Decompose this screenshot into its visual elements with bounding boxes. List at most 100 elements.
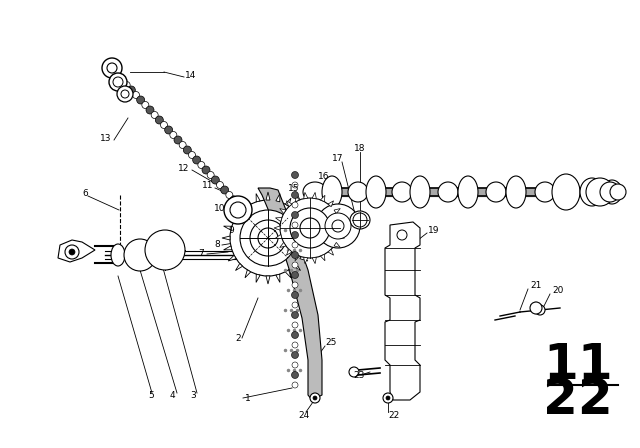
Polygon shape bbox=[295, 195, 300, 202]
Text: 17: 17 bbox=[332, 154, 344, 163]
Ellipse shape bbox=[506, 176, 526, 208]
Circle shape bbox=[290, 208, 330, 248]
Polygon shape bbox=[338, 234, 344, 238]
Circle shape bbox=[142, 102, 149, 108]
Circle shape bbox=[291, 232, 298, 238]
Circle shape bbox=[230, 202, 246, 218]
Circle shape bbox=[117, 86, 133, 102]
Text: 18: 18 bbox=[354, 143, 365, 152]
Circle shape bbox=[189, 151, 195, 159]
Polygon shape bbox=[274, 226, 280, 230]
Circle shape bbox=[193, 156, 201, 164]
Polygon shape bbox=[300, 255, 308, 261]
Polygon shape bbox=[334, 208, 340, 214]
Text: 22: 22 bbox=[388, 410, 399, 419]
Polygon shape bbox=[256, 194, 260, 202]
Polygon shape bbox=[236, 206, 243, 212]
Circle shape bbox=[292, 322, 298, 328]
Text: 12: 12 bbox=[178, 164, 189, 172]
Circle shape bbox=[239, 206, 247, 214]
Polygon shape bbox=[236, 263, 243, 271]
Circle shape bbox=[121, 90, 129, 98]
Circle shape bbox=[198, 161, 205, 168]
Circle shape bbox=[313, 396, 317, 400]
Circle shape bbox=[224, 196, 252, 224]
Polygon shape bbox=[223, 246, 232, 250]
Circle shape bbox=[258, 228, 278, 248]
Polygon shape bbox=[276, 274, 280, 282]
Polygon shape bbox=[275, 218, 282, 222]
Polygon shape bbox=[304, 246, 312, 250]
Text: 14: 14 bbox=[185, 70, 196, 79]
Text: 3: 3 bbox=[190, 391, 196, 400]
Polygon shape bbox=[245, 198, 251, 206]
Circle shape bbox=[383, 393, 393, 403]
Circle shape bbox=[291, 172, 298, 178]
Circle shape bbox=[230, 196, 238, 204]
Circle shape bbox=[291, 371, 298, 379]
Ellipse shape bbox=[366, 176, 386, 208]
Polygon shape bbox=[287, 201, 292, 207]
Circle shape bbox=[164, 126, 173, 134]
Circle shape bbox=[349, 367, 359, 377]
Circle shape bbox=[156, 116, 163, 124]
Circle shape bbox=[244, 211, 252, 219]
Circle shape bbox=[316, 204, 360, 248]
Circle shape bbox=[292, 382, 298, 388]
Circle shape bbox=[211, 176, 220, 184]
Circle shape bbox=[161, 121, 168, 129]
Text: 16: 16 bbox=[318, 172, 330, 181]
Ellipse shape bbox=[552, 174, 580, 210]
Circle shape bbox=[202, 166, 210, 174]
Circle shape bbox=[65, 245, 79, 259]
Circle shape bbox=[151, 112, 158, 119]
Text: 24: 24 bbox=[298, 410, 309, 419]
Text: 13: 13 bbox=[100, 134, 111, 142]
Polygon shape bbox=[385, 222, 420, 400]
Circle shape bbox=[291, 352, 298, 358]
Polygon shape bbox=[328, 201, 333, 207]
Ellipse shape bbox=[410, 176, 430, 208]
Polygon shape bbox=[321, 195, 325, 202]
Polygon shape bbox=[228, 255, 236, 261]
Circle shape bbox=[586, 178, 614, 206]
Polygon shape bbox=[293, 206, 301, 212]
Circle shape bbox=[132, 91, 140, 99]
Circle shape bbox=[353, 213, 367, 227]
Circle shape bbox=[292, 282, 298, 288]
Circle shape bbox=[226, 191, 233, 198]
Circle shape bbox=[300, 218, 320, 238]
Circle shape bbox=[69, 249, 75, 255]
Circle shape bbox=[127, 86, 135, 94]
Polygon shape bbox=[287, 249, 292, 255]
Text: 23: 23 bbox=[353, 370, 364, 379]
Circle shape bbox=[102, 58, 122, 78]
Polygon shape bbox=[285, 198, 291, 206]
Polygon shape bbox=[312, 192, 316, 198]
Polygon shape bbox=[223, 226, 232, 230]
Text: 15: 15 bbox=[288, 184, 300, 193]
Circle shape bbox=[600, 182, 620, 202]
Ellipse shape bbox=[303, 182, 327, 202]
Circle shape bbox=[170, 132, 177, 138]
Text: 1: 1 bbox=[245, 393, 251, 402]
Polygon shape bbox=[306, 236, 314, 240]
Circle shape bbox=[292, 202, 298, 208]
Polygon shape bbox=[300, 215, 308, 221]
Text: 11: 11 bbox=[202, 181, 214, 190]
Ellipse shape bbox=[348, 182, 368, 202]
Circle shape bbox=[124, 239, 156, 271]
Circle shape bbox=[291, 311, 298, 319]
Circle shape bbox=[291, 251, 298, 258]
Polygon shape bbox=[303, 192, 308, 198]
Circle shape bbox=[291, 271, 298, 279]
Text: 8: 8 bbox=[214, 240, 220, 249]
Circle shape bbox=[292, 182, 298, 188]
Circle shape bbox=[292, 302, 298, 308]
Ellipse shape bbox=[111, 244, 125, 266]
Circle shape bbox=[292, 222, 298, 228]
Circle shape bbox=[109, 73, 127, 91]
Text: 20: 20 bbox=[552, 285, 563, 294]
Ellipse shape bbox=[350, 211, 370, 229]
Polygon shape bbox=[266, 192, 270, 200]
